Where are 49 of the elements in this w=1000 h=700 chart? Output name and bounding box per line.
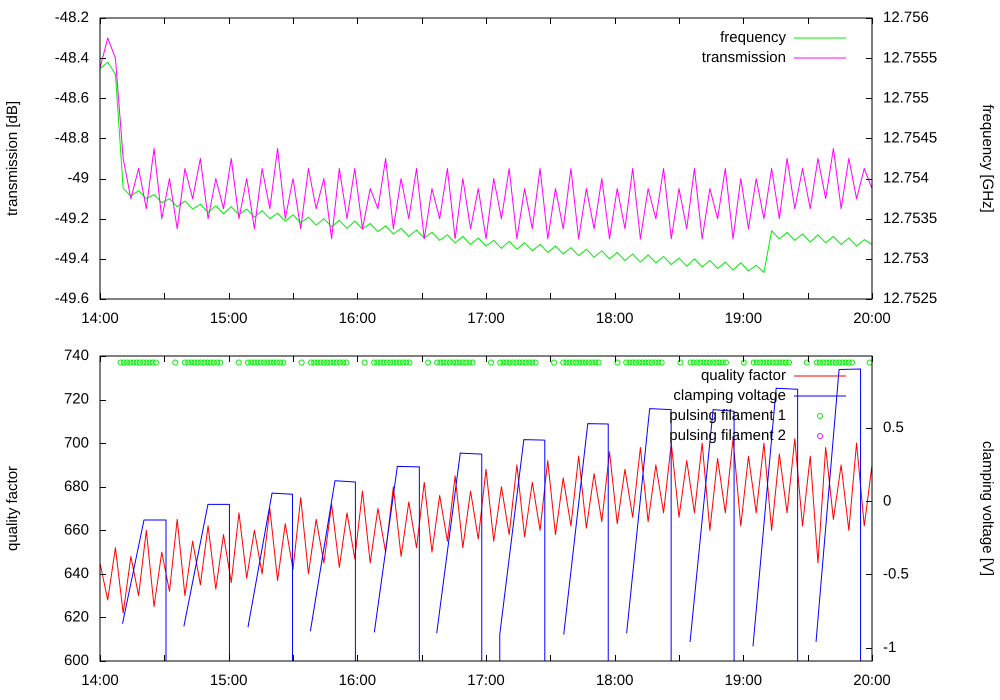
y-tick-label: -48.2: [54, 9, 89, 26]
y-axis-title: quality factor: [4, 466, 22, 552]
x-tick-label: 17:00: [467, 672, 505, 690]
y2-tick-label: -1: [883, 638, 896, 656]
y2-tick-label: 12.7535: [883, 210, 938, 227]
x-tick-label: 15:00: [210, 672, 248, 690]
y2-tick-label: 12.7545: [883, 130, 938, 147]
y-tick-label: -48.8: [54, 130, 89, 147]
y2-tick-label: 12.7555: [883, 49, 938, 66]
y-tick-label: -49.2: [54, 210, 89, 227]
x-tick-label: 15:00: [210, 310, 248, 328]
x-tick-label: 20:00: [853, 672, 891, 690]
y2-tick-label: 12.754: [883, 170, 929, 187]
y-tick-label: 600: [64, 652, 89, 670]
y-tick-label: -48.6: [54, 89, 89, 106]
y-tick-label: -49: [67, 170, 89, 187]
y-tick-label: -49.4: [54, 250, 89, 267]
x-tick-label: 16:00: [338, 672, 376, 690]
y-axis-title: transmission [dB]: [4, 100, 22, 216]
y2-axis-title: clamping voltage [V]: [978, 440, 996, 576]
y-tick-label: 680: [64, 478, 89, 495]
y-tick-label: 660: [64, 521, 89, 538]
y-tick-label: -49.6: [54, 290, 89, 308]
y2-tick-label: 12.756: [883, 9, 929, 26]
y-tick-label: 700: [64, 434, 89, 452]
y2-tick-label: 12.7525: [883, 290, 938, 308]
y-tick-label: 720: [64, 390, 89, 408]
y2-tick-label: -0.5: [883, 566, 909, 583]
legend-label: frequency: [720, 29, 786, 46]
x-tick-label: 20:00: [853, 310, 891, 328]
y-tick-label: 620: [64, 608, 89, 626]
legend-label: quality factor: [700, 367, 786, 384]
x-tick-label: 19:00: [724, 310, 762, 328]
y2-tick-label: 0: [883, 492, 892, 510]
x-tick-label: 14:00: [81, 672, 119, 690]
y-tick-label: 740: [64, 347, 89, 364]
y-tick-label: 640: [64, 565, 89, 582]
y2-axis-title: frequency [GHz]: [978, 104, 996, 213]
legend-label: transmission: [702, 49, 786, 66]
x-tick-label: 19:00: [724, 672, 762, 690]
y-tick-label: -48.4: [54, 49, 89, 66]
y2-tick-label: 12.753: [883, 250, 929, 267]
y2-tick-label: 0.5: [883, 418, 904, 436]
y2-tick-label: 12.755: [883, 89, 929, 106]
x-tick-label: 14:00: [81, 310, 119, 328]
x-tick-label: 18:00: [596, 672, 634, 690]
x-tick-label: 18:00: [596, 310, 634, 328]
x-tick-label: 17:00: [467, 310, 505, 328]
x-tick-label: 16:00: [338, 310, 376, 328]
